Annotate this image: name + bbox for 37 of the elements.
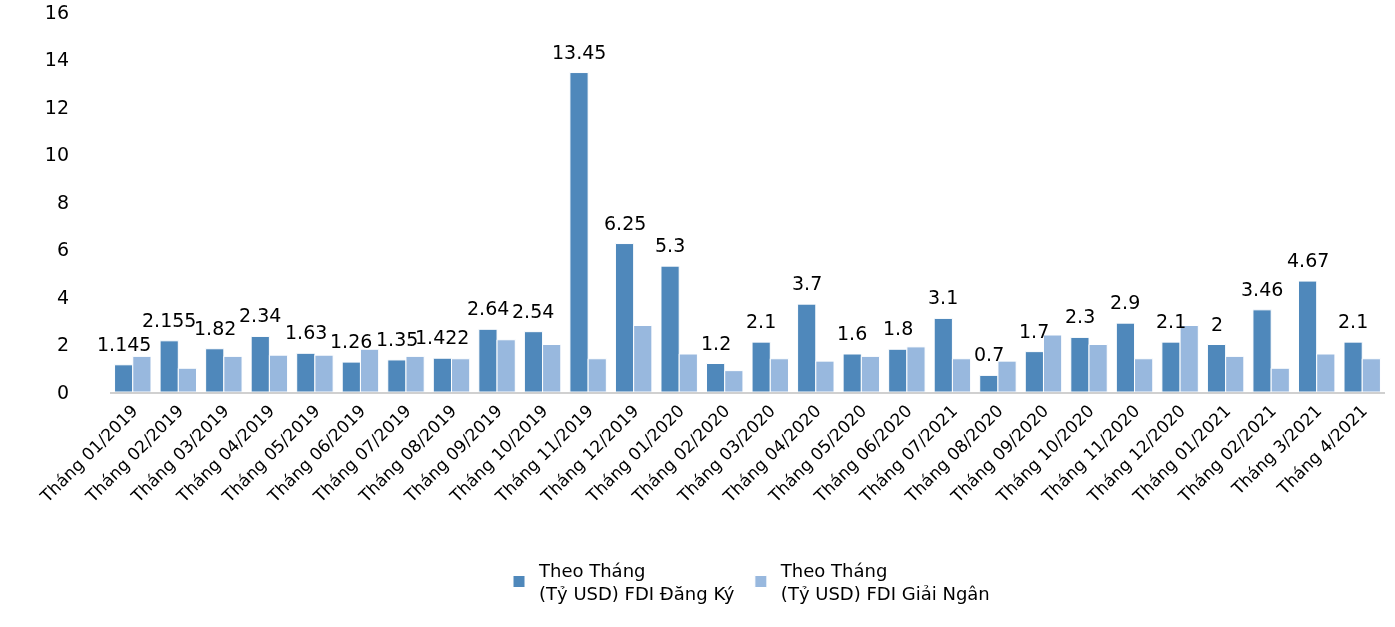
y-tick-label: 12	[44, 95, 69, 118]
y-tick-label: 10	[44, 143, 69, 166]
data-label: 2.1	[746, 310, 777, 332]
data-label: 1.2	[701, 332, 732, 354]
data-label: 1.7	[1019, 320, 1050, 342]
y-tick-label: 0	[56, 380, 69, 403]
data-label: 3.46	[1241, 278, 1284, 300]
data-label: 1.82	[194, 317, 237, 339]
data-label: 2.54	[512, 300, 555, 322]
data-label: 1.63	[285, 321, 328, 343]
data-label: 13.45	[552, 41, 607, 63]
legend-label: Theo Tháng (Tỷ USD) FDI Giải Ngân	[779, 559, 990, 605]
data-label: 2.3	[1065, 305, 1096, 327]
data-label: 2.155	[142, 309, 197, 331]
data-label: 2	[1211, 313, 1224, 335]
y-tick-label: 16	[44, 0, 69, 23]
data-label: 6.25	[604, 212, 647, 234]
data-label: 2.9	[1110, 291, 1141, 313]
y-tick-label: 6	[56, 238, 69, 261]
data-label: 2.1	[1338, 310, 1369, 332]
y-tick-label: 8	[56, 190, 69, 213]
data-label: 0.7	[974, 343, 1005, 365]
y-tick-label: 4	[56, 285, 69, 308]
y-tick-label: 2	[56, 333, 69, 356]
data-label: 1.145	[97, 333, 152, 355]
data-label: 3.1	[928, 286, 959, 308]
data-label: 1.6	[837, 322, 868, 344]
legend-label: Theo Tháng (Tỷ USD) FDI Đăng Ký	[538, 559, 735, 605]
data-label: 1.8	[883, 317, 914, 339]
data-label: 5.3	[655, 234, 686, 256]
y-tick-label: 14	[44, 48, 69, 71]
data-label: 3.7	[792, 272, 823, 294]
data-label: 2.1	[1156, 310, 1187, 332]
data-label: 2.64	[467, 297, 510, 319]
data-label: 2.34	[239, 304, 282, 326]
data-label: 1.26	[330, 330, 373, 352]
data-label: 4.67	[1287, 249, 1330, 271]
